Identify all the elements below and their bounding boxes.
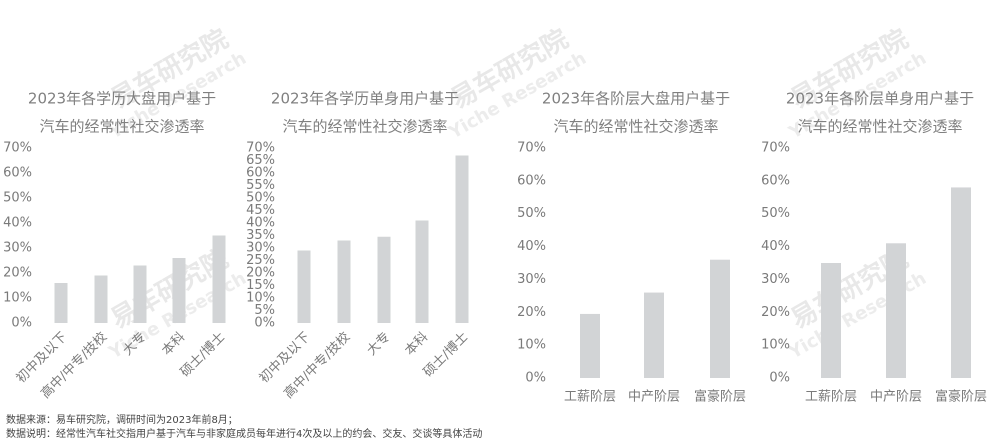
- bar: [951, 187, 971, 378]
- y-tick-label: 40%: [517, 239, 546, 254]
- y-tick-label: 40%: [246, 216, 275, 231]
- footnote: 数据说明：经常性汽车社交指用户基于汽车与非家庭成员每年进行4次及以上的约会、交友…: [6, 427, 482, 440]
- footnote: 数据来源：易车研究院，调研时间为2023年前8月；: [6, 413, 238, 426]
- y-tick-label: 10%: [246, 291, 275, 306]
- x-tick-label: 硕士/博士: [421, 330, 471, 380]
- bar: [455, 155, 469, 323]
- y-tick-label: 55%: [246, 178, 275, 193]
- y-tick-label: 10%: [3, 291, 32, 306]
- y-tick-label: 60%: [3, 166, 32, 181]
- bar: [580, 313, 600, 378]
- chart-title: 2023年各阶层单身用户基于: [786, 90, 974, 108]
- y-tick-label: 70%: [246, 141, 275, 156]
- bar: [710, 259, 730, 378]
- y-tick-label: 60%: [517, 173, 546, 188]
- y-tick-label: 35%: [246, 228, 275, 243]
- bar: [886, 243, 906, 378]
- y-tick-label: 50%: [3, 191, 32, 206]
- chart-title: 汽车的经常性社交渗透率: [282, 118, 447, 136]
- bar: [133, 265, 147, 323]
- x-tick-label: 大专: [364, 330, 393, 359]
- x-tick-label: 富豪阶层: [694, 389, 746, 405]
- bar: [377, 236, 391, 323]
- y-tick-label: 25%: [246, 253, 275, 268]
- y-tick-label: 20%: [3, 266, 32, 281]
- y-tick-label: 70%: [517, 141, 546, 156]
- y-tick-label: 70%: [3, 141, 32, 156]
- chart-title: 汽车的经常性社交渗透率: [39, 118, 204, 136]
- x-tick-label: 富豪阶层: [935, 389, 987, 405]
- y-tick-label: 50%: [517, 206, 546, 221]
- y-tick-label: 30%: [3, 241, 32, 256]
- bar: [337, 240, 351, 323]
- y-tick-label: 10%: [761, 338, 790, 353]
- y-tick-label: 45%: [246, 203, 275, 218]
- bar: [212, 235, 226, 323]
- y-tick-label: 0%: [769, 371, 790, 386]
- bar: [94, 275, 108, 323]
- y-tick-label: 60%: [761, 173, 790, 188]
- y-tick-label: 60%: [246, 166, 275, 181]
- chart-title: 汽车的经常性社交渗透率: [797, 118, 962, 136]
- chart-title: 2023年各阶层大盘用户基于: [542, 90, 730, 108]
- bar: [644, 292, 664, 378]
- y-tick-label: 30%: [517, 272, 546, 287]
- y-tick-label: 0%: [11, 316, 32, 331]
- y-tick-label: 50%: [761, 206, 790, 221]
- y-tick-label: 0%: [254, 316, 275, 331]
- x-tick-label: 硕士/博士: [178, 330, 228, 380]
- y-tick-label: 40%: [761, 239, 790, 254]
- x-tick-label: 中产阶层: [628, 390, 680, 405]
- y-tick-label: 20%: [246, 266, 275, 281]
- bar: [54, 283, 68, 323]
- x-tick-label: 本科: [402, 330, 431, 359]
- bar: [415, 220, 429, 323]
- x-tick-label: 中产阶层: [870, 390, 922, 405]
- chart-title: 汽车的经常性社交渗透率: [553, 118, 718, 136]
- y-tick-label: 30%: [246, 241, 275, 256]
- y-tick-label: 10%: [517, 338, 546, 353]
- y-tick-label: 5%: [254, 303, 275, 318]
- y-tick-label: 70%: [761, 141, 790, 156]
- y-tick-label: 40%: [3, 216, 32, 231]
- bar: [297, 250, 311, 323]
- bar: [172, 258, 186, 323]
- y-tick-label: 30%: [761, 272, 790, 287]
- x-tick-label: 工薪阶层: [564, 390, 616, 405]
- chart-title: 2023年各学历大盘用户基于: [28, 90, 216, 108]
- y-tick-label: 15%: [246, 278, 275, 293]
- chart-title: 2023年各学历单身用户基于: [271, 90, 459, 108]
- x-tick-label: 工薪阶层: [805, 390, 857, 405]
- y-tick-label: 65%: [246, 153, 275, 168]
- y-tick-label: 20%: [761, 305, 790, 320]
- y-tick-label: 50%: [246, 191, 275, 206]
- y-tick-label: 20%: [517, 305, 546, 320]
- bar: [821, 263, 841, 378]
- y-tick-label: 0%: [525, 371, 546, 386]
